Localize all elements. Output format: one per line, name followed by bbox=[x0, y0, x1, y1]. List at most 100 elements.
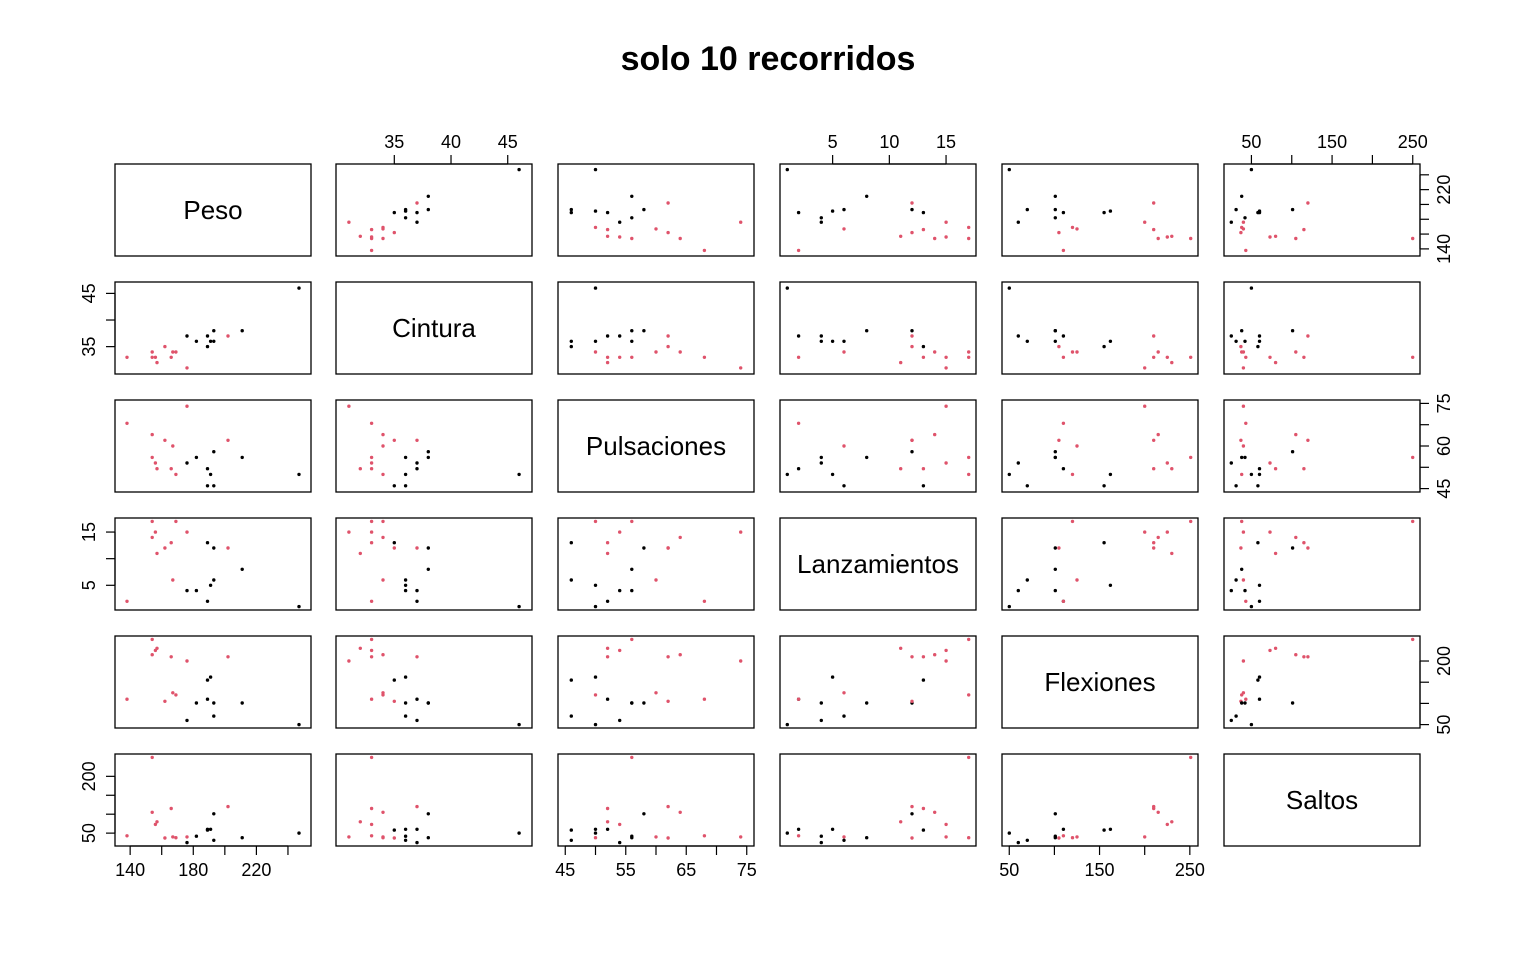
point-lanzamientos-vs-saltos-0 bbox=[830, 827, 835, 831]
point-pulsaciones-vs-cintura-11 bbox=[605, 355, 610, 359]
point-lanzamientos-vs-peso-5 bbox=[819, 216, 823, 220]
point-pulsaciones-vs-lanzamientos-0 bbox=[593, 583, 598, 587]
point-pulsaciones-vs-peso-4 bbox=[569, 210, 573, 215]
panel-frame bbox=[557, 635, 755, 729]
point-cintura-vs-saltos-1 bbox=[415, 827, 419, 831]
point-peso-vs-flexiones-11 bbox=[169, 655, 173, 659]
point-lanzamientos-vs-peso-3 bbox=[910, 230, 914, 235]
point-flexiones-vs-lanzamientos-10 bbox=[1070, 519, 1075, 524]
point-pulsaciones-vs-flexiones-0 bbox=[593, 675, 598, 679]
point-saltos-vs-peso-3 bbox=[1239, 230, 1243, 235]
point-cintura-vs-flexiones-15 bbox=[415, 655, 419, 659]
point-pulsaciones-vs-flexiones-4 bbox=[569, 678, 573, 682]
point-flexiones-vs-cintura-11 bbox=[1152, 355, 1156, 359]
point-lanzamientos-vs-flexiones-12 bbox=[933, 653, 937, 657]
panel-frame bbox=[1001, 163, 1199, 257]
tick-label: 45 bbox=[79, 283, 99, 303]
point-saltos-vs-pulsaciones-0 bbox=[1257, 472, 1262, 477]
panel-lanzamientos-pulsaciones bbox=[557, 517, 755, 611]
point-flexiones-vs-saltos-9 bbox=[1189, 755, 1193, 760]
point-saltos-vs-lanzamientos-11 bbox=[1302, 541, 1306, 545]
point-flexiones-vs-cintura-10 bbox=[1070, 350, 1075, 354]
panel-lanzamientos-peso bbox=[114, 517, 312, 611]
point-saltos-vs-peso-19 bbox=[1244, 248, 1248, 253]
point-peso-vs-lanzamientos-3 bbox=[163, 546, 167, 550]
point-peso-vs-pulsaciones-2 bbox=[212, 450, 216, 454]
point-flexiones-vs-lanzamientos-2 bbox=[1053, 546, 1058, 550]
point-saltos-vs-peso-6 bbox=[1240, 194, 1244, 198]
point-pulsaciones-vs-saltos-18 bbox=[618, 822, 622, 827]
point-pulsaciones-vs-cintura-8 bbox=[739, 366, 743, 370]
point-saltos-vs-cintura-0 bbox=[1257, 339, 1262, 343]
point-cintura-vs-peso-14 bbox=[403, 207, 408, 212]
point-cintura-vs-pulsaciones-13 bbox=[517, 472, 521, 477]
point-cintura-vs-saltos-8 bbox=[347, 835, 351, 839]
point-saltos-vs-pulsaciones-18 bbox=[1268, 461, 1272, 465]
point-peso-vs-flexiones-10 bbox=[174, 693, 178, 697]
point-pulsaciones-vs-peso-19 bbox=[702, 248, 707, 253]
point-pulsaciones-vs-peso-1 bbox=[605, 210, 610, 215]
point-cintura-vs-saltos-12 bbox=[381, 810, 385, 814]
point-lanzamientos-vs-peso-17 bbox=[899, 234, 903, 238]
point-flexiones-vs-cintura-5 bbox=[1053, 339, 1058, 343]
point-pulsaciones-vs-cintura-3 bbox=[666, 344, 670, 349]
tick-label: 75 bbox=[1434, 393, 1454, 413]
tick-label: 50 bbox=[1241, 132, 1261, 152]
point-saltos-vs-pulsaciones-14 bbox=[1234, 484, 1238, 488]
point-peso-vs-saltos-18 bbox=[153, 822, 158, 827]
point-peso-vs-cintura-11 bbox=[169, 355, 173, 359]
point-peso-vs-saltos-11 bbox=[169, 806, 173, 811]
panel-cintura-flexiones bbox=[1001, 281, 1199, 375]
point-flexiones-vs-pulsaciones-0 bbox=[1108, 472, 1113, 477]
point-peso-vs-saltos-0 bbox=[208, 827, 213, 831]
point-pulsaciones-vs-saltos-15 bbox=[666, 804, 670, 809]
point-peso-vs-pulsaciones-19 bbox=[125, 421, 129, 425]
point-peso-vs-flexiones-5 bbox=[194, 701, 199, 705]
point-cintura-vs-lanzamientos-15 bbox=[415, 546, 419, 550]
tick-label: 15 bbox=[936, 132, 956, 152]
point-flexiones-vs-cintura-3 bbox=[1057, 344, 1061, 349]
point-lanzamientos-vs-flexiones-7 bbox=[842, 691, 846, 695]
point-saltos-vs-lanzamientos-0 bbox=[1257, 583, 1262, 587]
point-cintura-vs-saltos-6 bbox=[426, 836, 430, 840]
point-lanzamientos-vs-peso-2 bbox=[910, 207, 914, 212]
point-saltos-vs-cintura-11 bbox=[1302, 355, 1306, 359]
panel-frame bbox=[1001, 635, 1199, 729]
point-peso-vs-flexiones-9 bbox=[150, 637, 154, 642]
point-pulsaciones-vs-peso-3 bbox=[666, 230, 670, 235]
point-saltos-vs-peso-2 bbox=[1290, 207, 1295, 212]
point-saltos-vs-pulsaciones-10 bbox=[1240, 472, 1244, 477]
point-lanzamientos-vs-saltos-10 bbox=[967, 836, 971, 840]
point-pulsaciones-vs-cintura-12 bbox=[678, 350, 682, 354]
point-peso-vs-flexiones-8 bbox=[185, 659, 189, 663]
point-peso-vs-pulsaciones-3 bbox=[163, 438, 167, 442]
point-peso-vs-cintura-13 bbox=[297, 286, 301, 290]
point-peso-vs-flexiones-13 bbox=[297, 722, 301, 727]
point-lanzamientos-vs-flexiones-3 bbox=[910, 699, 914, 703]
panel-pulsaciones-cintura bbox=[335, 399, 533, 493]
point-cintura-vs-lanzamientos-4 bbox=[392, 541, 396, 545]
point-lanzamientos-vs-peso-14 bbox=[842, 207, 846, 212]
point-cintura-vs-flexiones-10 bbox=[381, 693, 385, 697]
point-lanzamientos-vs-pulsaciones-8 bbox=[944, 404, 948, 408]
point-pulsaciones-vs-cintura-0 bbox=[593, 339, 598, 343]
panel-frame bbox=[114, 163, 312, 257]
point-flexiones-vs-cintura-19 bbox=[1061, 355, 1066, 359]
point-lanzamientos-vs-saltos-8 bbox=[944, 835, 948, 839]
point-flexiones-vs-pulsaciones-14 bbox=[1025, 484, 1030, 488]
point-lanzamientos-vs-flexiones-8 bbox=[944, 659, 948, 663]
point-saltos-vs-pulsaciones-6 bbox=[1240, 455, 1244, 460]
point-lanzamientos-vs-peso-18 bbox=[944, 235, 948, 239]
point-saltos-vs-pulsaciones-11 bbox=[1302, 467, 1306, 471]
point-pulsaciones-vs-saltos-13 bbox=[593, 831, 598, 835]
point-cintura-vs-lanzamientos-9 bbox=[369, 519, 374, 524]
point-pulsaciones-vs-lanzamientos-11 bbox=[605, 541, 610, 545]
point-pulsaciones-vs-flexiones-9 bbox=[630, 637, 634, 642]
variable-label-cintura: Cintura bbox=[392, 313, 476, 343]
tick-label: 200 bbox=[79, 761, 99, 791]
point-pulsaciones-vs-saltos-4 bbox=[569, 828, 573, 832]
point-pulsaciones-vs-lanzamientos-14 bbox=[569, 578, 573, 582]
point-flexiones-vs-peso-5 bbox=[1053, 216, 1058, 220]
point-flexiones-vs-peso-2 bbox=[1053, 207, 1058, 212]
point-peso-vs-pulsaciones-10 bbox=[174, 472, 178, 477]
